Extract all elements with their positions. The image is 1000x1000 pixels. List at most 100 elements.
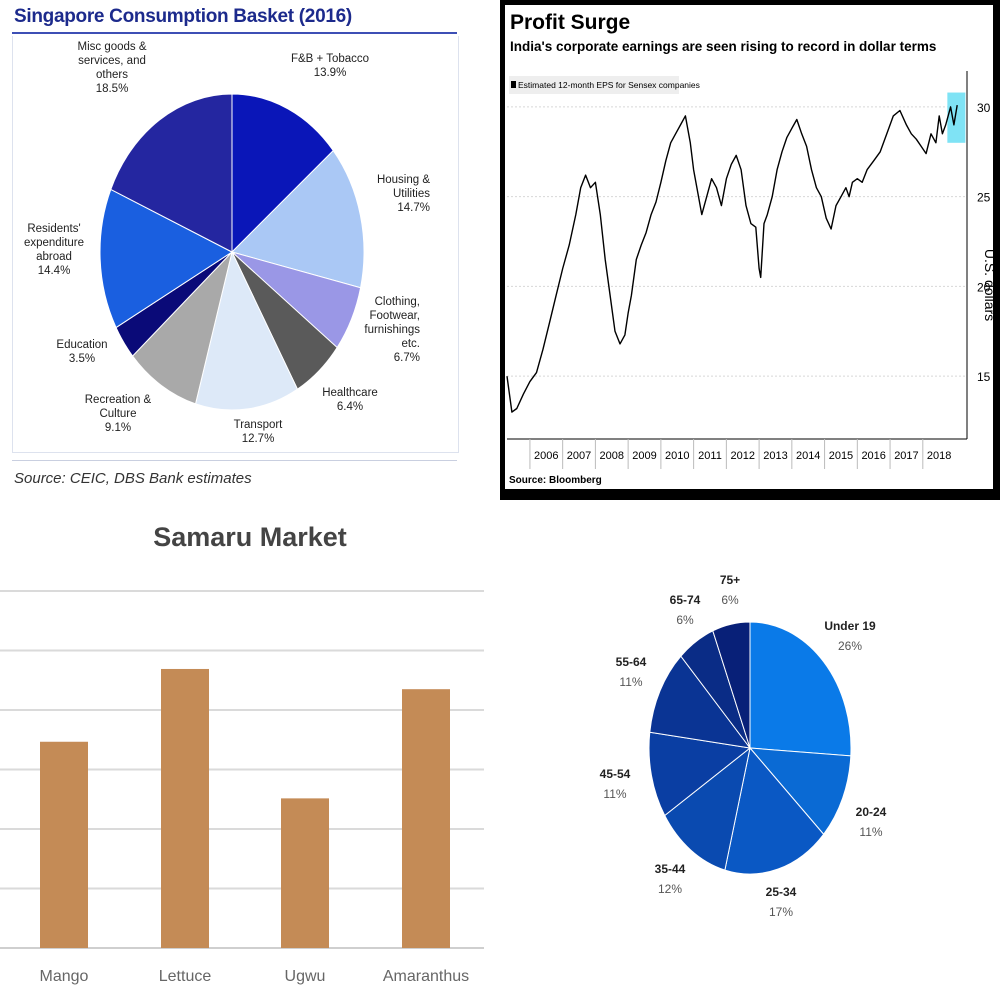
slice-label-text: Utilities [393, 188, 430, 200]
x-tick-label: 2014 [796, 450, 820, 462]
chart-source: Source: CEIC, DBS Bank estimates [14, 470, 252, 487]
x-tick-label: 2010 [665, 450, 689, 462]
pie-slice-1 [231, 149, 365, 289]
chart-frame: Profit Surge India's corporate earnings … [505, 5, 993, 489]
slice-label: 35-44 [655, 862, 686, 876]
slice-label-text: etc. [401, 338, 420, 350]
eps-series-line [506, 104, 958, 413]
slice-label-text: Clothing, [375, 296, 420, 308]
slice-label-8: Misc goods & services, and others 18.5% [77, 41, 146, 95]
slice-label-5: Recreation & Culture 9.1% [85, 394, 152, 434]
slice-value-label: 6% [676, 613, 694, 627]
pie-slice-5 [131, 250, 233, 405]
eps-line-chart: 15 20 25 30 2006 2007 2008 2009 2010 2011 2012 2013… [506, 71, 993, 469]
slice-value-label: 3.5% [69, 353, 95, 365]
chart-title: Samaru Market [153, 522, 347, 552]
x-tick-label: 2013 [763, 450, 787, 462]
x-tick-label: 2007 [567, 450, 591, 462]
x-tick-label: 2006 [534, 450, 558, 462]
bar-amaranthus [402, 689, 450, 948]
slice-label: 75+ [720, 573, 740, 587]
slice-label-7: Residents' expenditure abroad 14.4% [24, 223, 84, 277]
slice-value-label: 11% [619, 675, 642, 689]
slice-label: 55-64 [616, 655, 647, 669]
x-tick-label: 2015 [829, 450, 853, 462]
slice-label-text: abroad [36, 251, 72, 263]
chart-source: Source: Bloomberg [509, 475, 602, 486]
slice-value-label: 11% [859, 825, 882, 839]
pie-slice-8 [110, 93, 233, 253]
slice-label-3: Healthcare 6.4% [322, 387, 378, 413]
slice-label-text: services, and [78, 55, 146, 67]
slice-value-label: 12.7% [242, 433, 275, 445]
pie-slice-2 [724, 746, 825, 875]
slice-label-1: Housing & Utilities 14.7% [377, 174, 430, 214]
slice-value-label: 26% [838, 639, 862, 653]
slice-label: 45-54 [600, 767, 631, 781]
pie-slice-4 [194, 250, 299, 411]
chart-title: Profit Surge [510, 11, 631, 34]
slice-label-text: Footwear, [370, 310, 421, 322]
source-divider [12, 460, 457, 461]
slice-value-label: 11% [603, 787, 626, 801]
samaru-market-panel: Samaru Market Mango Lettuce Ugwu Amaranthus [0, 500, 500, 1000]
bar-mango [40, 741, 88, 948]
samaru-bar-chart: Mango Lettuce Ugwu Amaranthus [0, 590, 484, 985]
slice-label-text: Transport [234, 419, 284, 431]
category-label: Amaranthus [383, 968, 469, 985]
slice-label-6: Education 3.5% [56, 339, 107, 365]
slice-value-label: 18.5% [96, 83, 129, 95]
x-tick-label: 2009 [632, 450, 656, 462]
slice-label-text: F&B + Tobacco [291, 53, 369, 65]
title-divider [12, 32, 457, 34]
slice-label: 25-34 [766, 885, 797, 899]
x-tick-label: 2008 [600, 450, 624, 462]
category-label: Mango [40, 968, 89, 985]
slice-label-text: Education [56, 339, 107, 351]
category-label: Lettuce [159, 968, 212, 985]
legend-swatch [511, 81, 516, 88]
x-tick-label: 2017 [894, 450, 918, 462]
slice-value-label: 12% [658, 882, 682, 896]
y-tick-label: 20 [977, 280, 991, 294]
chart-subtitle: India's corporate earnings are seen risi… [510, 39, 937, 54]
slice-label-text: Recreation & [85, 394, 152, 406]
slice-label-2: Clothing, Footwear, furnishings etc. 6.7% [364, 296, 420, 364]
pie-slice-3 [664, 746, 751, 871]
slice-label-text: expenditure [24, 237, 84, 249]
x-tick-label: 2012 [730, 450, 754, 462]
slice-value-label: 6.7% [394, 352, 420, 364]
bar-lettuce [161, 668, 209, 948]
y-tick-label: 25 [977, 191, 991, 205]
y-tick-label: 30 [977, 101, 991, 115]
slice-value-label: 13.9% [314, 67, 347, 79]
slice-label: Under 19 [824, 619, 876, 633]
slice-label-text: furnishings [364, 324, 420, 336]
singapore-consumption-panel: Singapore Consumption Basket (2016) F&B … [0, 0, 500, 500]
slice-value-label: 9.1% [105, 422, 131, 434]
y-axis-label: U.S. dollars [982, 249, 993, 321]
slice-label-text: Culture [99, 408, 136, 420]
legend-box [509, 76, 679, 94]
chart-title: Singapore Consumption Basket (2016) [14, 6, 352, 27]
x-tick-label: 2018 [927, 450, 951, 462]
pie-slice-7 [99, 188, 233, 329]
slice-value-label: 17% [769, 905, 793, 919]
pie-slice-4 [648, 731, 752, 817]
legend-label: Estimated 12-month EPS for Sensex compan… [518, 80, 700, 90]
pie-slice-1 [748, 747, 852, 836]
consumption-pie-chart: F&B + Tobacco 13.9% Housing & Utilities 14.7… [24, 41, 430, 445]
age-pie-chart: Under 19 26% 20-24 11% 25-34 17% 35-44 12% 45-54… [600, 573, 887, 919]
slice-label: 20-24 [856, 805, 887, 819]
x-tick-label: 2011 [698, 450, 722, 462]
pie-slice-7 [712, 621, 751, 749]
highlight-box [947, 92, 966, 143]
slice-label-0: F&B + Tobacco 13.9% [291, 53, 369, 79]
x-tick-label: 2016 [861, 450, 885, 462]
slice-value-label: 6% [721, 593, 739, 607]
slice-value-label: 6.4% [337, 401, 363, 413]
slice-value-label: 14.4% [38, 265, 71, 277]
pie-slice-5 [649, 655, 752, 749]
plot-background [507, 71, 967, 439]
slice-label-text: Housing & [377, 174, 430, 186]
